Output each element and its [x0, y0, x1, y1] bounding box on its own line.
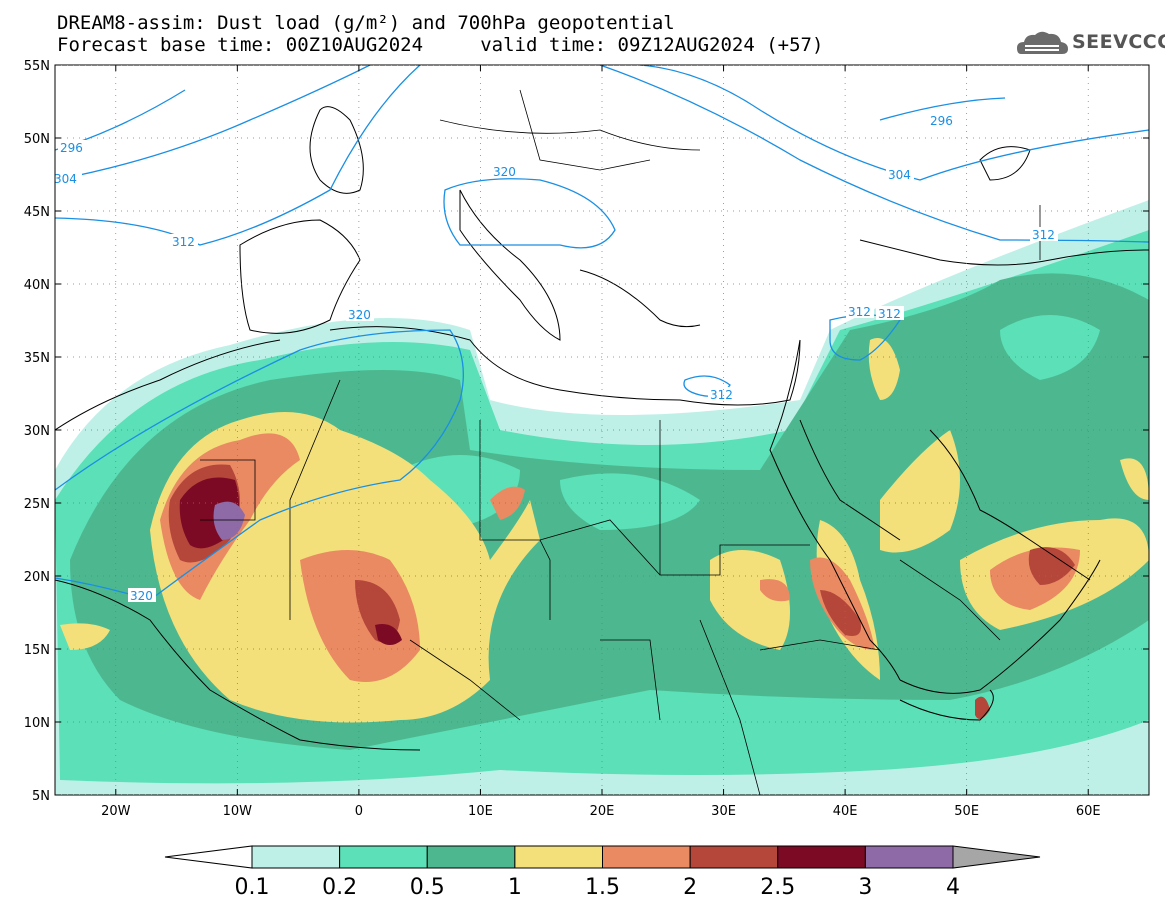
colorbar-label: 3	[858, 875, 872, 900]
contour-label: 296	[60, 141, 83, 155]
borders	[200, 89, 1041, 795]
lon-label: 60E	[1076, 804, 1101, 819]
lon-label: 20E	[590, 804, 615, 819]
contour-labels: 296 304 312 320 320 320 312 312 312 312 …	[52, 113, 1058, 603]
contour-label: 320	[493, 165, 516, 179]
graticule	[55, 65, 1149, 795]
forecast-times: Forecast base time: 00Z10AUG2024 valid t…	[57, 34, 824, 56]
colorbar-label: 1	[508, 875, 522, 900]
lat-label: 20N	[24, 570, 50, 585]
longitude-labels: 20W 10W 0 10E 20E 30E 40E 50E 60E	[101, 804, 1101, 819]
contour-label: 312	[848, 305, 871, 319]
colorbar-label: 2	[683, 875, 697, 900]
colorbar-lower-arrow	[164, 845, 253, 869]
lat-label: 5N	[32, 789, 50, 804]
colorbar-label: 0.1	[235, 875, 270, 900]
lat-label: 45N	[24, 205, 50, 220]
colorbar-bin	[251, 845, 341, 869]
lat-label: 50N	[24, 132, 50, 147]
colorbar-bin	[514, 845, 603, 869]
contour-label: 320	[130, 589, 153, 603]
colorbar-label: 0.2	[322, 875, 357, 900]
lon-label: 50E	[954, 804, 979, 819]
latitude-labels: 55N 50N 45N 40N 35N 30N 25N 20N 15N 10N 5N	[24, 59, 50, 804]
colorbar-label: 2.5	[760, 875, 795, 900]
contour-label: 312	[878, 307, 901, 321]
colorbar-label: 1.5	[585, 875, 620, 900]
contour-label: 296	[930, 114, 953, 128]
contour-label: 304	[54, 172, 77, 186]
lat-label: 15N	[24, 643, 50, 658]
colorbar-bin	[339, 845, 428, 869]
lon-label: 40E	[833, 804, 858, 819]
colorbar-bin	[602, 845, 691, 869]
colorbar-bin	[689, 845, 779, 869]
map-title: DREAM8-assim: Dust load (g/m²) and 700hP…	[57, 12, 675, 34]
contour-label: 312	[710, 388, 733, 402]
colorbar-bin	[777, 845, 866, 869]
contour-label: 312	[172, 235, 195, 249]
colorbar-upper-arrow	[952, 845, 1041, 869]
lat-label: 10N	[24, 716, 50, 731]
colorbar-bin	[864, 845, 954, 869]
lat-label: 30N	[24, 424, 50, 439]
lon-label: 20W	[101, 804, 131, 819]
coastlines	[55, 106, 1149, 751]
lat-label: 25N	[24, 497, 50, 512]
lat-label: 35N	[24, 351, 50, 366]
cloud-icon	[1017, 31, 1068, 54]
contour-label: 312	[1032, 228, 1055, 242]
colorbar-label: 0.5	[410, 875, 445, 900]
contour-label: 320	[348, 308, 371, 322]
colorbar: 0.1 0.2 0.5 1 1.5 2 2.5 3 4	[164, 845, 1041, 900]
lon-label: 30E	[711, 804, 736, 819]
axis-ticks	[55, 64, 1149, 796]
colorbar-label: 4	[946, 875, 960, 900]
colorbar-bin	[426, 845, 516, 869]
seevccc-logo-text: SEEVCCC	[1072, 31, 1165, 53]
lon-label: 0	[355, 804, 363, 819]
lat-label: 55N	[24, 59, 50, 74]
lon-label: 10W	[223, 804, 253, 819]
lat-label: 40N	[24, 278, 50, 293]
lon-label: 10E	[468, 804, 493, 819]
contour-label: 304	[888, 168, 911, 182]
